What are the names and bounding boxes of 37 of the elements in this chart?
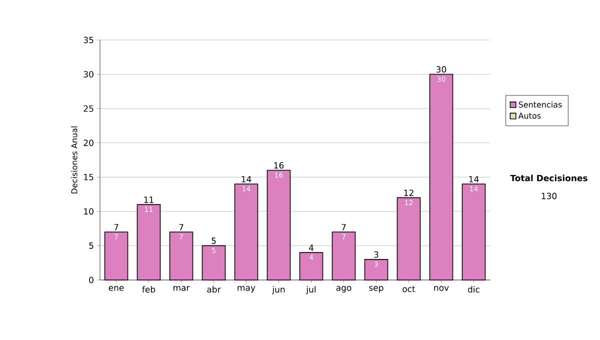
- total-label: 14: [469, 176, 479, 182]
- legend-label: Autos: [518, 112, 541, 119]
- y-axis-title: Decisiones Anual: [71, 126, 78, 194]
- total-label: 16: [274, 162, 284, 169]
- text: 130: [542, 192, 557, 200]
- y-tick-label: 10: [84, 208, 94, 215]
- x-tick-label: abr: [207, 286, 221, 293]
- total-label: 30: [436, 66, 446, 73]
- total-label: 12: [404, 190, 414, 196]
- x-tick-label: dic: [468, 286, 480, 293]
- y-tick-label: 25: [84, 105, 94, 112]
- x-tick-label: jun: [272, 286, 285, 294]
- x-tick-label: mar: [174, 286, 190, 291]
- x-tick-label: oct: [402, 286, 416, 292]
- x-tick-label: ene: [108, 286, 124, 291]
- total-label: 7: [342, 224, 346, 230]
- x-tick-label: sep: [369, 286, 384, 293]
- y-tick-label: 0: [89, 276, 94, 284]
- y-tick-label: 5: [89, 242, 94, 249]
- y-tick-label: 35: [84, 36, 94, 44]
- total-label: 4: [308, 244, 314, 251]
- y-tick-label: 30: [84, 71, 94, 78]
- total-label: 3: [374, 251, 378, 258]
- x-tick-label: nov: [434, 286, 449, 291]
- total-label: 7: [114, 224, 118, 230]
- total-label: 14: [242, 176, 252, 182]
- legend-label: Sentencias: [518, 101, 562, 108]
- y-tick-label: 20: [84, 140, 94, 146]
- total-label: 7: [179, 224, 184, 230]
- y-tick-label: 15: [84, 174, 94, 180]
- x-tick-label: jul: [306, 286, 316, 294]
- x-tick-label: may: [238, 286, 256, 293]
- x-tick-label: ago: [336, 286, 352, 293]
- total-label: 11: [144, 196, 154, 203]
- total-label: 5: [212, 238, 216, 244]
- text: Total Decisiones: [510, 174, 588, 182]
- x-tick-label: feb: [142, 286, 156, 293]
